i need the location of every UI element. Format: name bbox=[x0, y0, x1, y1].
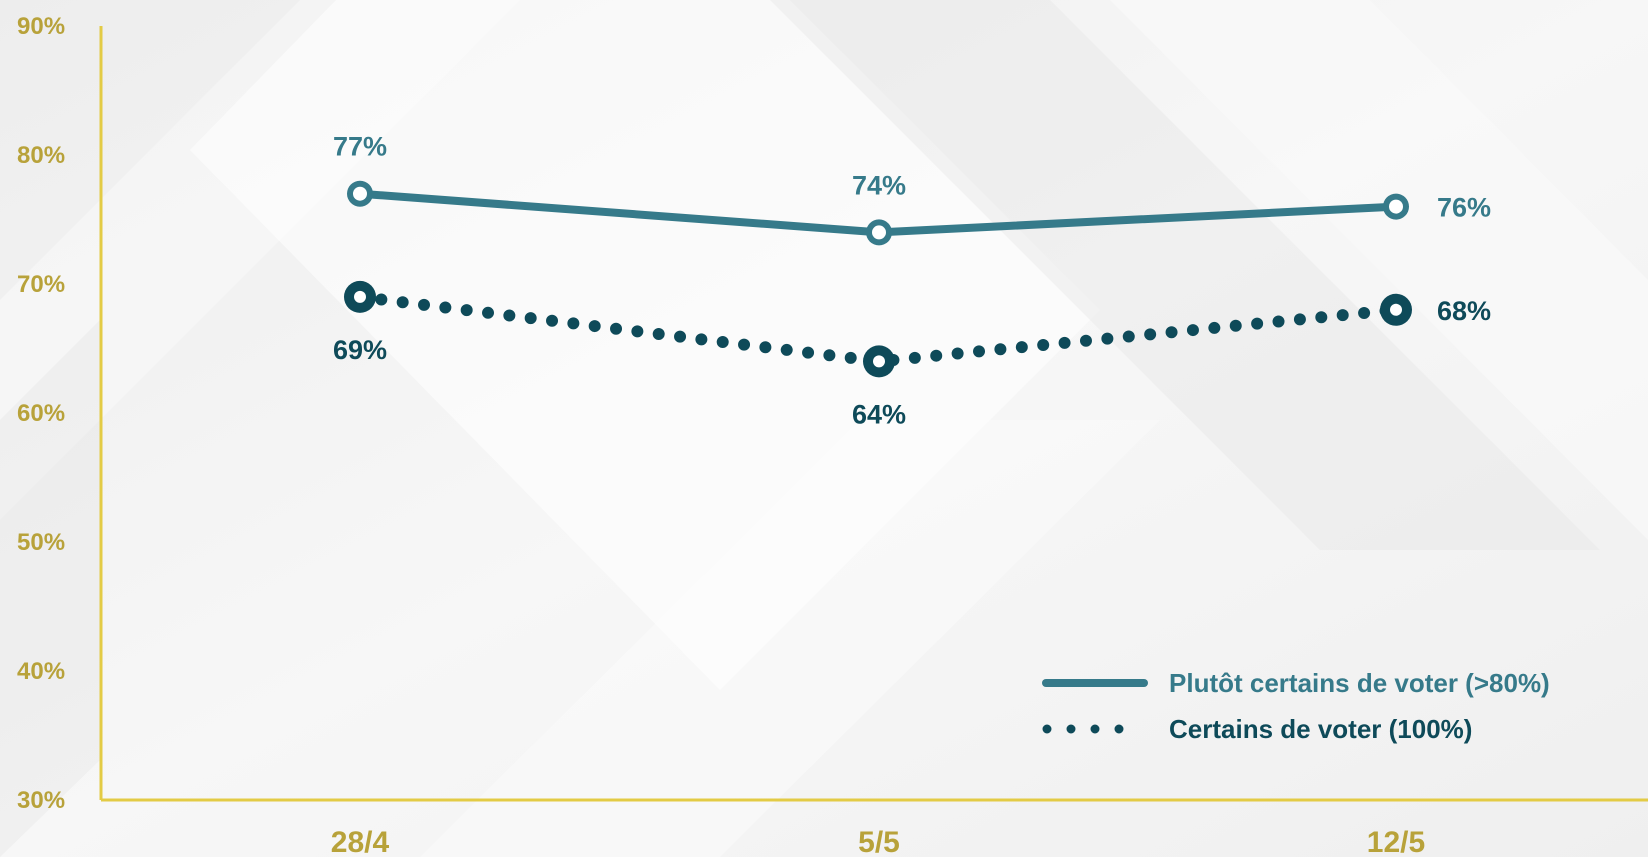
x-tick-label: 12/5 bbox=[1367, 826, 1425, 857]
data-point-center bbox=[1390, 303, 1402, 316]
data-labels: 77% 74% 76% 69% 64% 68% bbox=[333, 132, 1491, 430]
data-label: 74% bbox=[852, 170, 906, 200]
y-tick-label: 90% bbox=[17, 13, 65, 40]
data-label: 68% bbox=[1437, 296, 1491, 326]
y-axis-ticks: 30% 40% 50% 60% 70% 80% 90% bbox=[17, 13, 65, 814]
data-label: 76% bbox=[1437, 193, 1491, 223]
x-tick-label: 5/5 bbox=[858, 826, 900, 857]
data-label: 77% bbox=[333, 132, 387, 162]
data-point-center bbox=[354, 290, 366, 303]
series-layer bbox=[344, 180, 1412, 378]
y-tick-label: 30% bbox=[17, 787, 65, 814]
y-tick-label: 40% bbox=[17, 658, 65, 685]
data-point-center bbox=[873, 355, 885, 368]
x-tick-label: 28/4 bbox=[331, 826, 390, 857]
y-tick-label: 60% bbox=[17, 400, 65, 427]
legend: Plutôt certains de voter (>80%) Certains … bbox=[1042, 668, 1550, 744]
data-label: 64% bbox=[852, 399, 906, 429]
data-point-center bbox=[353, 186, 367, 201]
y-tick-label: 70% bbox=[17, 271, 65, 298]
series-line-certain bbox=[354, 290, 1402, 368]
axes bbox=[99, 26, 1648, 802]
data-point-center bbox=[872, 225, 886, 240]
y-tick-label: 50% bbox=[17, 529, 65, 556]
y-tick-label: 80% bbox=[17, 142, 65, 169]
x-axis-ticks: 28/4 5/5 12/5 bbox=[331, 826, 1425, 857]
data-point-center bbox=[1389, 199, 1403, 214]
data-label: 69% bbox=[333, 335, 387, 365]
legend-label: Plutôt certains de voter (>80%) bbox=[1169, 668, 1550, 698]
legend-label: Certains de voter (100%) bbox=[1169, 714, 1472, 744]
